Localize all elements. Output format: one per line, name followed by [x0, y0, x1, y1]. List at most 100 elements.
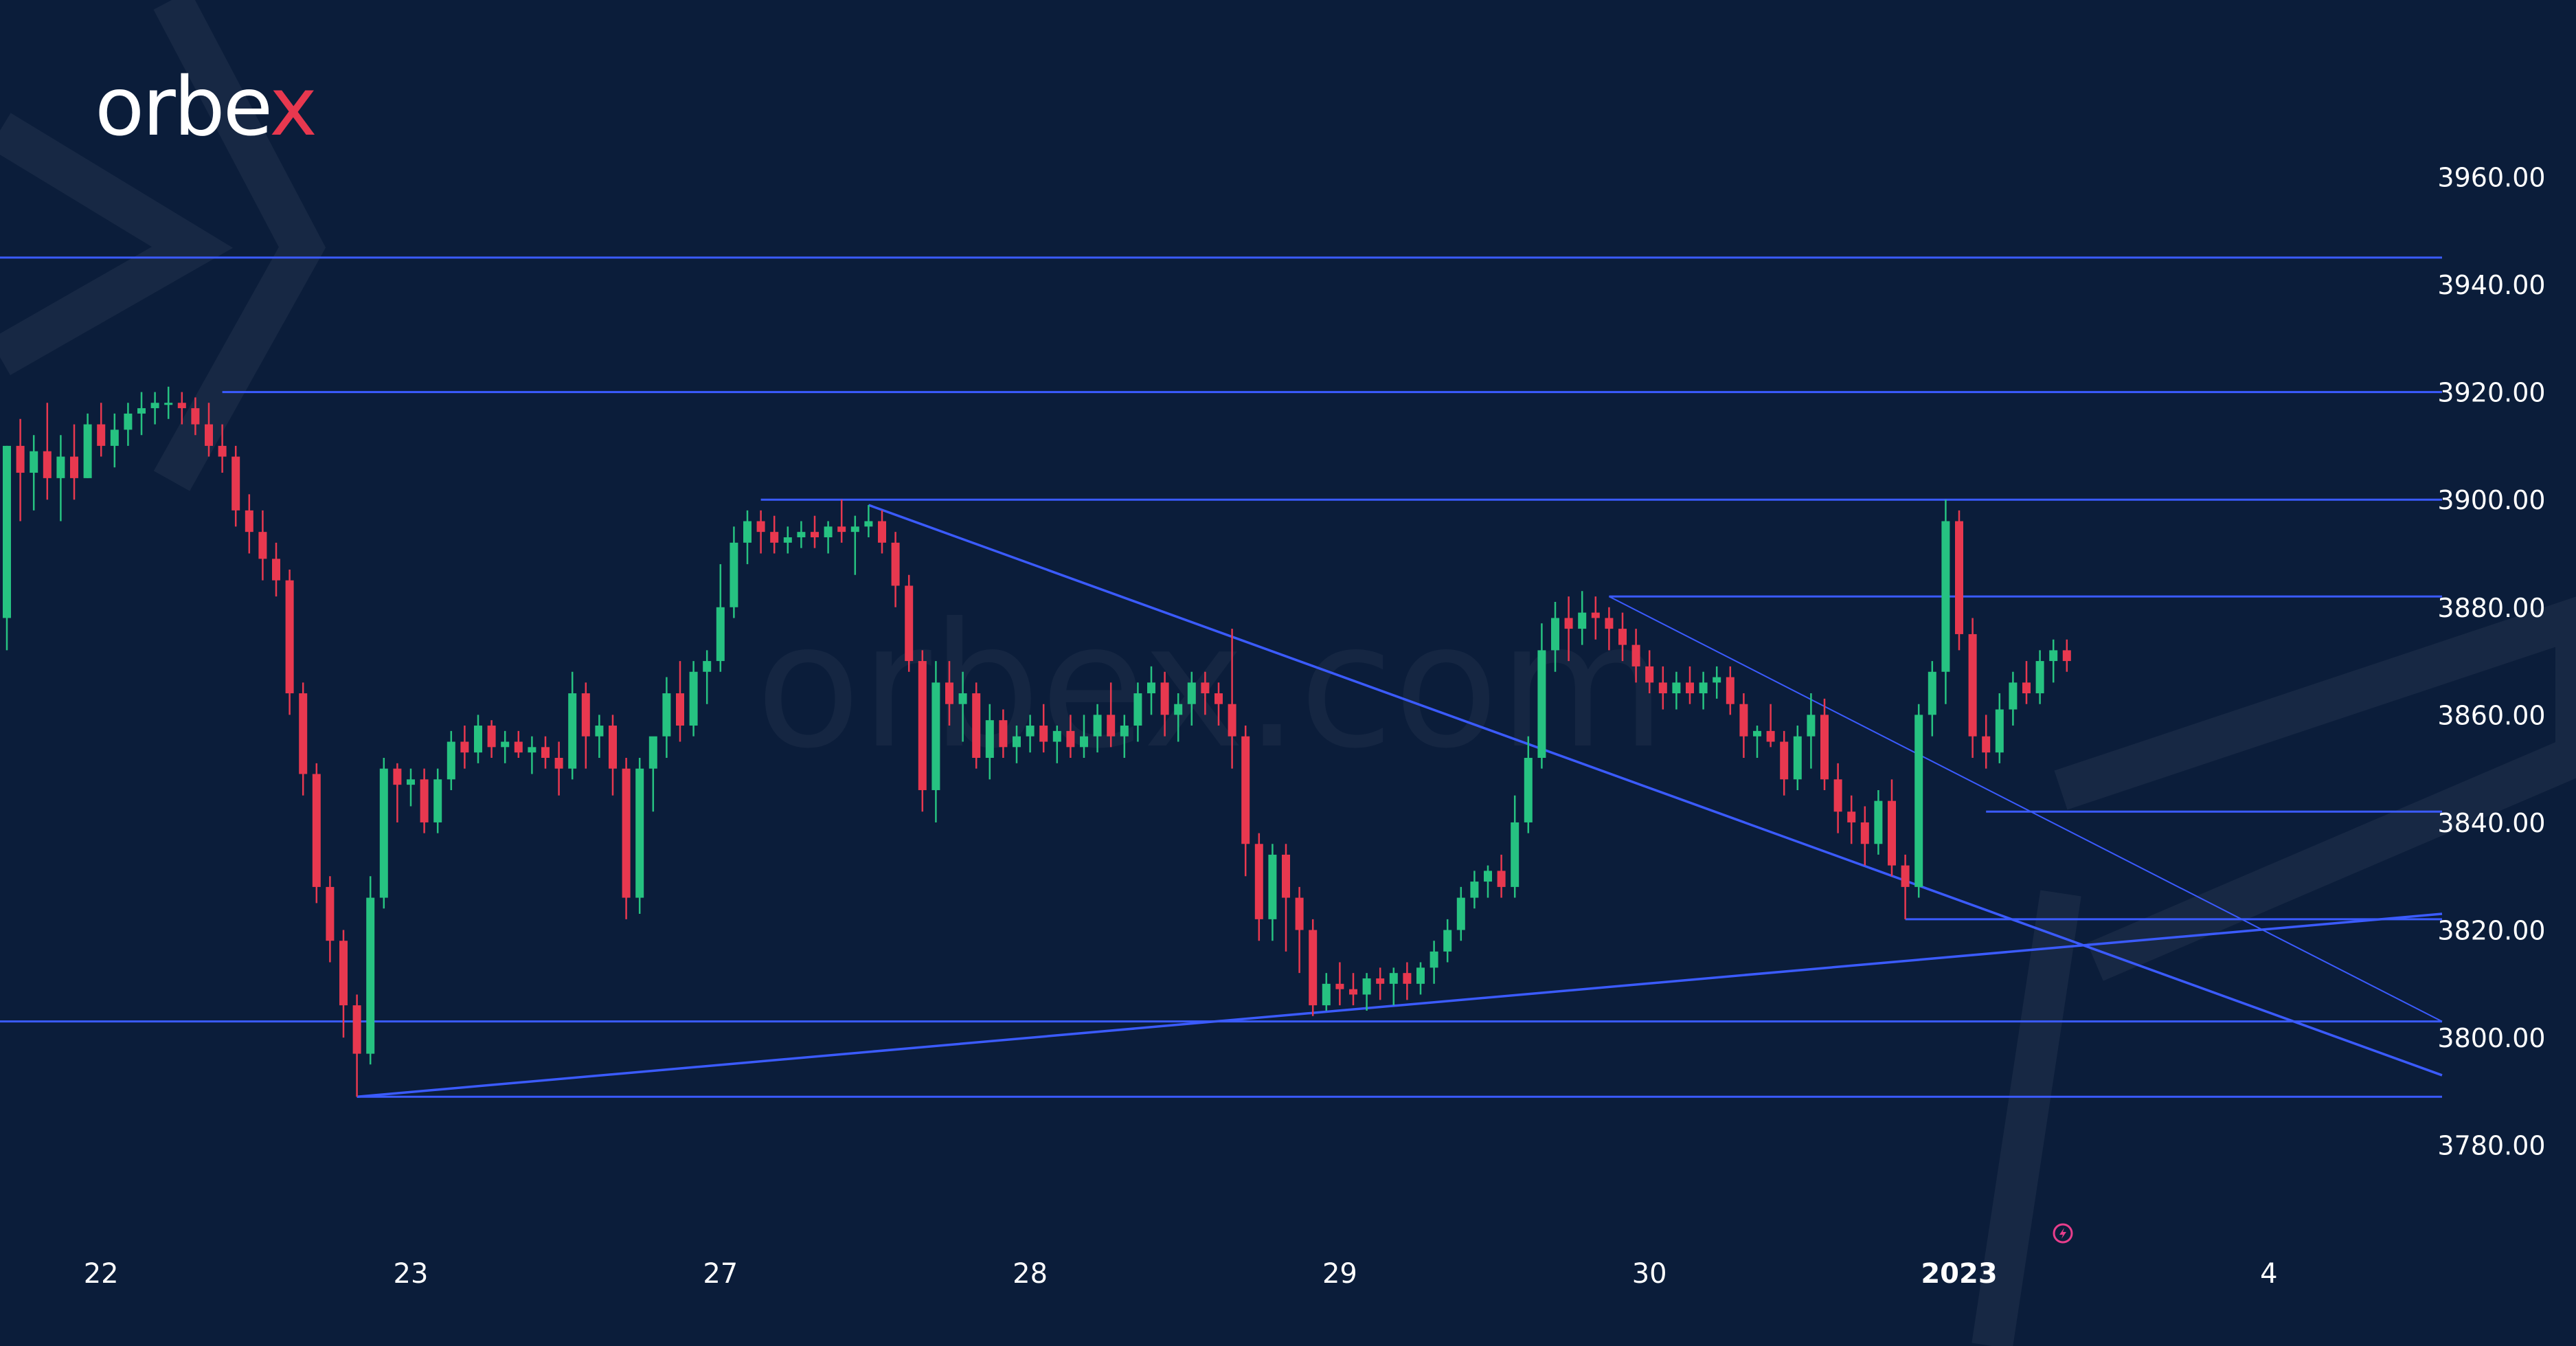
candle [258, 510, 267, 581]
candle [1470, 871, 1479, 909]
candle-body [1013, 736, 1021, 748]
price-tick-label: 3840.00 [2437, 808, 2545, 838]
candlestick-series [3, 386, 2071, 1097]
candle-body [420, 779, 429, 822]
candle [958, 671, 967, 742]
candle-body [1914, 715, 1923, 887]
candle-body [487, 726, 496, 748]
candle-body [528, 747, 536, 753]
candle-body [3, 445, 11, 618]
candle-body [272, 559, 280, 581]
candle [1430, 941, 1438, 984]
candle [622, 758, 631, 919]
candle-body [1645, 666, 1654, 683]
candle-body [1362, 978, 1371, 995]
candle-body [999, 720, 1008, 748]
candle [43, 403, 52, 500]
trend-line [868, 504, 2443, 1077]
candle [743, 510, 752, 565]
candle-body [595, 726, 604, 737]
candle-body [245, 510, 253, 532]
candle [2049, 639, 2058, 683]
candle [420, 768, 429, 833]
candle-body [568, 693, 577, 769]
candle [824, 521, 833, 554]
candle-body [1066, 730, 1075, 748]
candle [891, 532, 900, 607]
candle-body [1174, 704, 1183, 715]
candle [1672, 671, 1681, 710]
candle [811, 515, 819, 548]
lightning-icon [2053, 1223, 2073, 1244]
candle-body [1739, 704, 1748, 737]
candle-body [824, 526, 833, 537]
candle-body [379, 768, 388, 898]
candle [1995, 693, 2004, 763]
candle [1658, 666, 1667, 710]
candle-body [1888, 800, 1896, 866]
candle [245, 494, 253, 554]
candle [272, 542, 280, 597]
candle-body [1389, 973, 1398, 984]
candle-body [1039, 726, 1048, 742]
candle [648, 736, 657, 812]
candle-body [1631, 644, 1640, 666]
candle-body [1713, 677, 1721, 683]
candle [1807, 693, 1816, 769]
candle-body [1524, 758, 1533, 822]
candle [1335, 962, 1344, 1006]
candle-body [312, 774, 321, 887]
candle-body [1578, 612, 1587, 629]
candle-body [2009, 682, 2018, 710]
candle-body [1416, 967, 1425, 984]
candle [1362, 973, 1371, 1011]
candle [999, 709, 1008, 758]
candle [1605, 607, 1614, 651]
candle [110, 413, 119, 468]
candle-body [676, 693, 684, 726]
trend-lines [357, 504, 2443, 1098]
candle-body [864, 521, 873, 527]
candle [1187, 671, 1196, 726]
candle [1268, 844, 1277, 941]
candle-body [1080, 736, 1088, 748]
candle [905, 574, 914, 672]
candle [1322, 973, 1331, 1011]
candle-body [716, 607, 725, 662]
candle-body [1605, 618, 1614, 629]
candle-body [97, 424, 106, 446]
candle-body [1322, 983, 1331, 1006]
candle [124, 403, 133, 446]
svg-text:orbex: orbex [95, 59, 315, 154]
candle-body [554, 758, 563, 769]
candle [1713, 666, 1721, 699]
candle-body [339, 941, 348, 1006]
candle [70, 424, 78, 500]
candle [474, 715, 482, 763]
candle-body [1214, 693, 1223, 704]
candle-body [945, 682, 953, 704]
candle-body [43, 451, 52, 478]
candle [379, 758, 388, 909]
candle-body [609, 726, 617, 769]
candle [1686, 666, 1694, 704]
candle [150, 392, 159, 425]
candle [231, 445, 240, 527]
watermark-text: orbex.com [756, 586, 1666, 786]
candle [2009, 671, 2018, 726]
candle [756, 510, 765, 554]
price-axis: 3960.00 3940.00 3920.00 3900.00 3880.00 3860.… [2437, 162, 2545, 1160]
price-tick-label: 3860.00 [2437, 700, 2545, 730]
candle-body [689, 671, 698, 726]
date-tick-label: 2023 [1921, 1258, 1997, 1290]
candle [1295, 886, 1304, 974]
candle-body [972, 693, 981, 758]
candle [1914, 704, 1923, 898]
candle [1241, 726, 1250, 877]
candle-body [743, 521, 752, 543]
candle-body [1699, 682, 1708, 694]
candle-body [1753, 730, 1761, 737]
logo-text: orbe [95, 59, 269, 154]
